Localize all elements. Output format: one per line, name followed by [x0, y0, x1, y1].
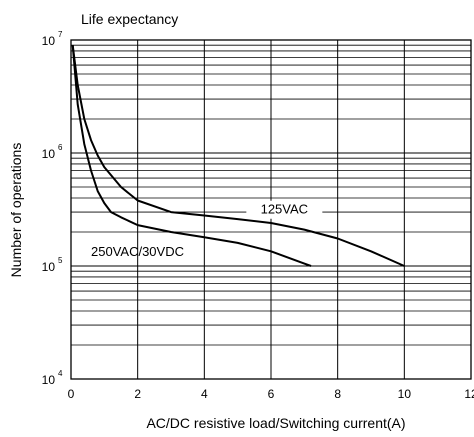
y-tick-exponent: 7 — [58, 30, 63, 39]
y-tick-exponent: 6 — [58, 143, 63, 152]
y-tick-label: 10 4 — [42, 369, 63, 387]
series-line-125vac — [71, 45, 405, 267]
series-labels: 125VAC 250VAC/30VDC — [91, 200, 323, 259]
series-lines — [71, 45, 405, 267]
y-tick-exponent: 4 — [58, 369, 63, 378]
x-tick-labels: 0 2 4 6 8 10 12 — [68, 387, 474, 401]
y-axis-label: Number of operations — [8, 143, 24, 278]
y-tick-base: 10 — [42, 373, 56, 387]
x-tick-label: 10 — [398, 387, 412, 401]
series-label-250vac-30vdc: 250VAC/30VDC — [91, 244, 184, 259]
x-tick-label: 4 — [201, 387, 208, 401]
x-tick-label: 8 — [334, 387, 341, 401]
x-tick-label: 12 — [464, 387, 474, 401]
y-tick-label: 10 5 — [42, 256, 63, 274]
x-axis-label: AC/DC resistive load/Switching current(A… — [146, 415, 405, 431]
chart-title: Life expectancy — [81, 11, 178, 27]
y-tick-label: 10 6 — [42, 143, 63, 161]
x-tick-label: 0 — [68, 387, 75, 401]
y-tick-base: 10 — [42, 147, 56, 161]
y-tick-base: 10 — [42, 260, 56, 274]
series-line-250vac-30vdc — [71, 45, 312, 267]
grid — [71, 40, 471, 379]
plot-frame — [70, 39, 472, 380]
series-label-125vac: 125VAC — [261, 202, 308, 217]
y-tick-exponent: 5 — [58, 256, 63, 265]
series-label-bg — [246, 200, 323, 219]
x-tick-label: 6 — [268, 387, 275, 401]
y-tick-base: 10 — [42, 34, 56, 48]
x-tick-label: 2 — [134, 387, 141, 401]
y-tick-label: 10 7 — [42, 30, 63, 48]
